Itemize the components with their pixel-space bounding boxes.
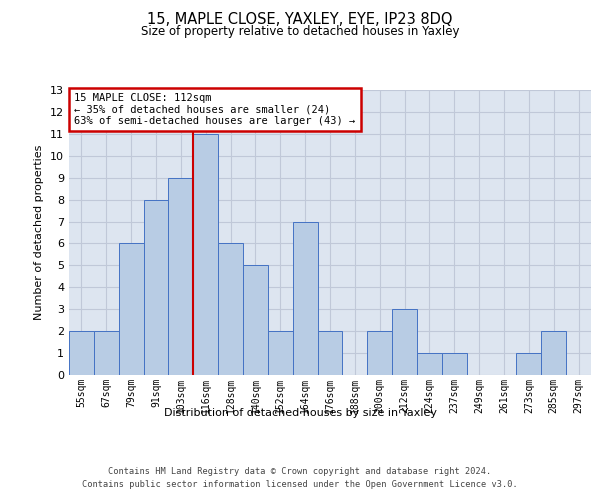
Text: Distribution of detached houses by size in Yaxley: Distribution of detached houses by size … <box>163 408 437 418</box>
Bar <box>94 331 119 375</box>
Bar <box>317 331 343 375</box>
Bar <box>293 222 317 375</box>
Bar <box>69 331 94 375</box>
Bar <box>193 134 218 375</box>
Text: Size of property relative to detached houses in Yaxley: Size of property relative to detached ho… <box>141 25 459 38</box>
Bar <box>442 353 467 375</box>
Bar <box>392 309 417 375</box>
Bar <box>169 178 193 375</box>
Text: Contains HM Land Registry data © Crown copyright and database right 2024.: Contains HM Land Registry data © Crown c… <box>109 468 491 476</box>
Bar <box>541 331 566 375</box>
Bar <box>143 200 169 375</box>
Text: 15 MAPLE CLOSE: 112sqm
← 35% of detached houses are smaller (24)
63% of semi-det: 15 MAPLE CLOSE: 112sqm ← 35% of detached… <box>74 93 355 126</box>
Bar <box>517 353 541 375</box>
Bar <box>243 266 268 375</box>
Bar <box>119 244 143 375</box>
Text: 15, MAPLE CLOSE, YAXLEY, EYE, IP23 8DQ: 15, MAPLE CLOSE, YAXLEY, EYE, IP23 8DQ <box>147 12 453 28</box>
Bar <box>268 331 293 375</box>
Y-axis label: Number of detached properties: Number of detached properties <box>34 145 44 320</box>
Bar <box>367 331 392 375</box>
Bar <box>417 353 442 375</box>
Text: Contains public sector information licensed under the Open Government Licence v3: Contains public sector information licen… <box>82 480 518 489</box>
Bar <box>218 244 243 375</box>
